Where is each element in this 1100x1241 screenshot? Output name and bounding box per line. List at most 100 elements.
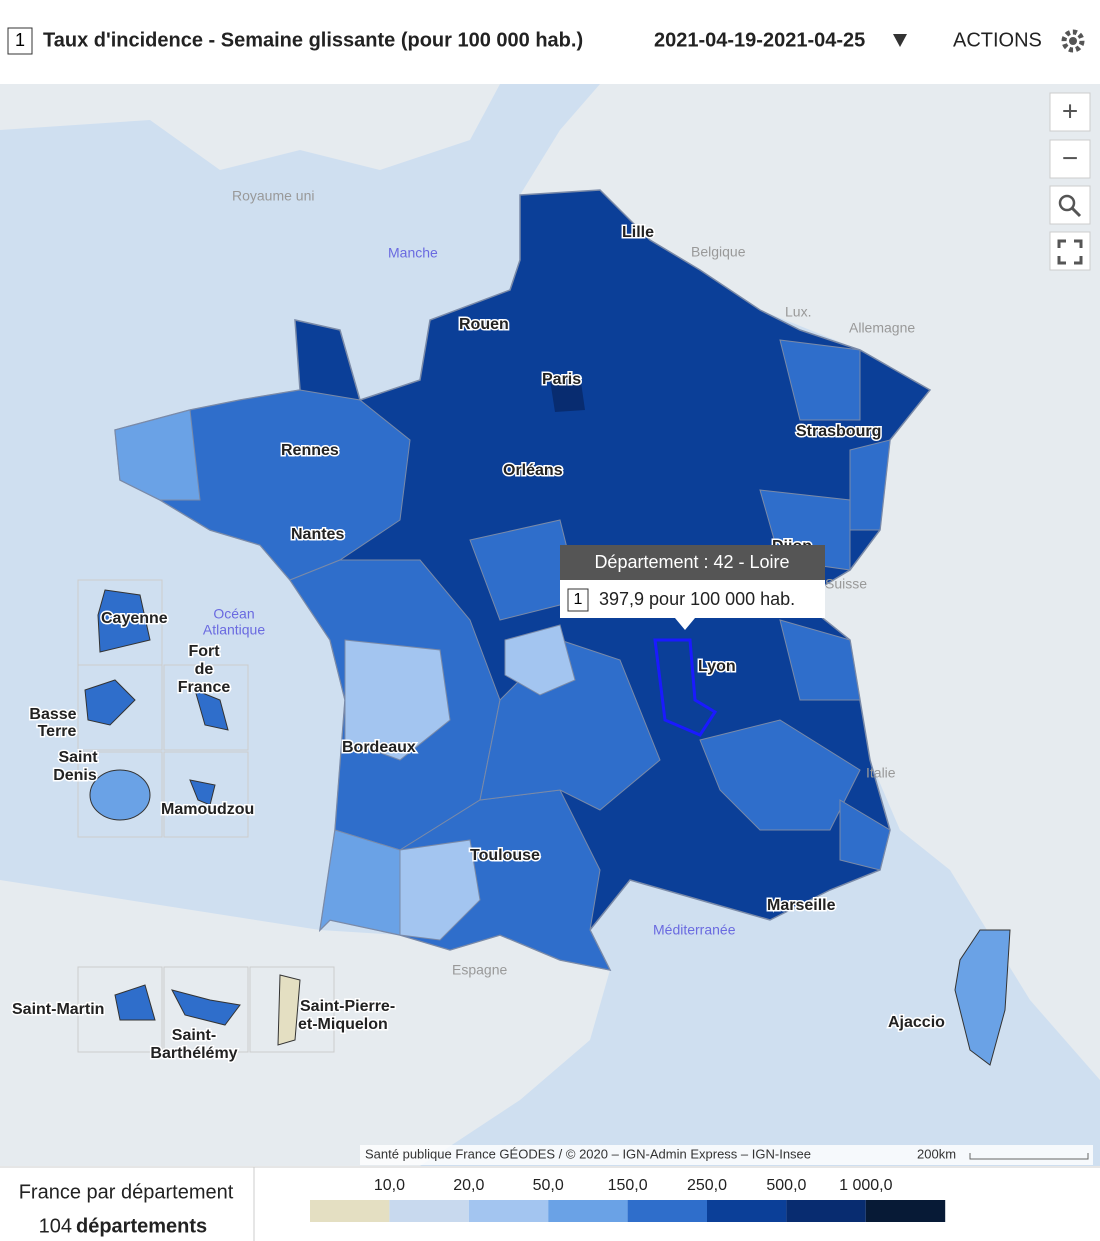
legend: 10,0 20,0 50,0 150,0 250,0 500,0 1 000,0 <box>310 1177 946 1222</box>
city: Lille <box>622 224 654 241</box>
city: Nantes <box>291 526 344 543</box>
city: Orléans <box>503 462 563 479</box>
city: Lyon <box>698 658 736 675</box>
scale-label: 200km <box>917 1146 956 1161</box>
legend-swatch <box>786 1200 866 1222</box>
search-handle <box>1070 206 1082 218</box>
fullscreen-icon[interactable] <box>1057 239 1083 265</box>
martinique[interactable] <box>194 689 229 731</box>
gers[interactable] <box>399 839 481 941</box>
tooltip-head <box>560 545 825 580</box>
alpes-maritimes[interactable] <box>839 799 891 871</box>
zoom-in[interactable] <box>1049 92 1091 132</box>
spm[interactable] <box>277 974 301 1046</box>
legend-label: 10,0 <box>374 1177 405 1194</box>
footer-scope: France par département <box>19 1181 234 1203</box>
gear-core <box>1069 37 1077 45</box>
reunion[interactable] <box>89 769 151 821</box>
legend-swatch <box>548 1200 628 1222</box>
attribution-bg <box>360 1145 1093 1165</box>
sea-label: Méditerranée <box>653 922 736 938</box>
title: Taux d'incidence - Semaine glissante (po… <box>43 29 583 51</box>
legend-label: 150,0 <box>608 1177 648 1194</box>
gear[interactable] <box>1061 29 1085 53</box>
country: Espagne <box>452 962 507 978</box>
country: Allemagne <box>849 320 915 336</box>
tooltip-title: Département : 42 - Loire <box>594 552 789 572</box>
st-barth[interactable] <box>171 989 241 1026</box>
mayotte[interactable] <box>189 779 216 806</box>
corsica[interactable] <box>954 929 1011 1066</box>
legend-label: 500,0 <box>766 1177 806 1194</box>
europe-east <box>520 84 1100 1080</box>
legend-swatch <box>310 1200 390 1222</box>
overseas-label: Denis <box>53 767 97 784</box>
insets <box>77 579 335 1053</box>
attribution: Santé publique France GÉODES / © 2020 – … <box>365 1146 811 1161</box>
paris[interactable] <box>550 375 585 412</box>
tooltip-body <box>560 580 825 618</box>
actions[interactable]: ACTIONS <box>953 29 1042 51</box>
zoom-in-label[interactable]: + <box>1062 95 1078 126</box>
legend-swatch <box>389 1200 469 1222</box>
city: Toulouse <box>470 847 540 864</box>
overseas-label: Terre <box>38 723 77 740</box>
alpes[interactable] <box>699 719 861 831</box>
overseas-label: Basse <box>29 706 76 723</box>
scale-bar <box>969 1153 1089 1160</box>
overseas-label: Saint- <box>172 1027 216 1044</box>
legend-label: 50,0 <box>533 1177 564 1194</box>
sea-label: Manche <box>388 245 438 261</box>
guadeloupe[interactable] <box>84 679 136 726</box>
search-icon[interactable] <box>1058 194 1076 212</box>
city: Marseille <box>767 897 836 914</box>
header <box>0 0 1100 83</box>
legend-swatch <box>627 1200 707 1222</box>
badge-box <box>7 27 33 55</box>
finistere[interactable] <box>114 409 201 501</box>
period[interactable]: 2021-04-19-2021-04-25 <box>654 29 865 51</box>
controls <box>1049 92 1091 271</box>
east[interactable] <box>759 339 891 571</box>
creuse[interactable] <box>504 624 576 696</box>
loire[interactable] <box>653 638 718 737</box>
tooltip-badge-box <box>567 588 589 612</box>
sea-label: Atlantique <box>203 622 265 638</box>
overseas-label: France <box>178 679 231 696</box>
zoom-out-label[interactable]: − <box>1062 142 1078 173</box>
footer-count: 104 <box>39 1215 72 1237</box>
overseas-label: Saint-Martin <box>12 1001 104 1018</box>
guyane[interactable] <box>97 589 151 653</box>
overseas-label: et-Miquelon <box>298 1016 388 1033</box>
legend-swatch <box>468 1200 549 1222</box>
fullscreen[interactable] <box>1049 231 1091 271</box>
overseas-label: Cayenne <box>101 610 168 627</box>
overseas-label: Mamoudzou <box>161 801 254 818</box>
badge: 1 <box>15 30 25 50</box>
st-martin[interactable] <box>114 984 156 1021</box>
legend-swatch <box>707 1200 787 1222</box>
overseas-label: Saint-Pierre- <box>300 998 395 1015</box>
charente[interactable] <box>344 639 451 761</box>
country: Belgique <box>691 244 746 260</box>
legend-label: 20,0 <box>453 1177 484 1194</box>
city: Paris <box>542 371 581 388</box>
city: Ajaccio <box>888 1014 945 1031</box>
overseas-label: de <box>195 661 214 678</box>
dropdown-arrow[interactable] <box>893 34 907 47</box>
legend-swatch <box>865 1200 946 1222</box>
uk <box>0 84 500 170</box>
spain <box>0 880 610 1166</box>
legend-label: 250,0 <box>687 1177 727 1194</box>
city: Strasbourg <box>796 423 881 440</box>
zoom-out[interactable] <box>1049 139 1091 179</box>
savoie[interactable] <box>779 619 861 701</box>
tooltip-badge: 1 <box>574 591 583 608</box>
country: Italie <box>866 765 896 781</box>
search[interactable] <box>1049 185 1091 225</box>
city: Bordeaux <box>342 739 416 756</box>
tooltip-arrow <box>675 618 695 630</box>
sea-label: Océan <box>213 606 254 622</box>
city: Rennes <box>281 442 339 459</box>
